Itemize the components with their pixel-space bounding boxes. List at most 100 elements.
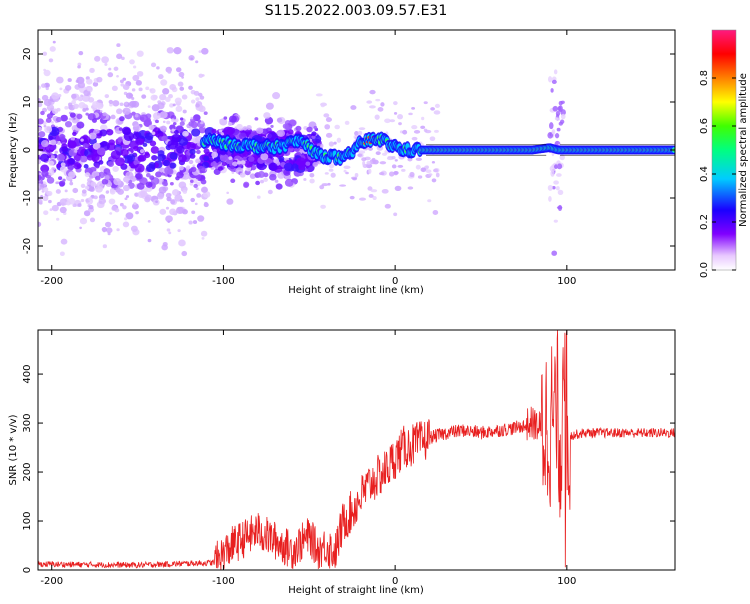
spectrogram-cell: [46, 190, 53, 197]
spectrogram-cell: [71, 93, 77, 99]
spectrogram-cell: [182, 130, 189, 137]
spectrogram-cell: [203, 111, 208, 115]
spectrogram-cell: [143, 120, 151, 127]
spectrogram-cell: [68, 158, 76, 165]
snr-y-label: SNR (10 * v/v): [8, 414, 19, 485]
spectrogram-cell: [198, 126, 207, 134]
spectrogram-cell: [188, 159, 194, 165]
spectrogram-cell: [196, 193, 202, 198]
spectrogram-cell: [144, 196, 151, 203]
spectrogram-cell: [401, 168, 406, 172]
spectrogram-cell: [77, 81, 86, 89]
spectrogram-y-tick-label: 10: [22, 96, 33, 109]
spectrogram-cell: [46, 176, 55, 184]
spectrogram-cell: [397, 164, 404, 168]
spectrogram-cell: [43, 69, 51, 77]
spectrogram-cell: [370, 189, 378, 193]
spectrogram-cell: [106, 129, 114, 136]
spectrogram-cell: [102, 244, 107, 249]
spectrogram-cell: [324, 124, 331, 130]
spectrogram-cell: [166, 47, 174, 54]
spectrogram-cell: [49, 46, 56, 52]
spectrogram-cell: [178, 137, 189, 146]
spectrogram-cell: [101, 56, 109, 64]
spectrogram-cell: [176, 145, 185, 154]
spectrogram-cell: [256, 127, 264, 134]
spectrogram-cell: [68, 171, 76, 179]
spectrogram-cell: [427, 199, 432, 203]
spectrogram-cell: [267, 189, 273, 195]
spectrogram-cell: [161, 244, 168, 251]
spectrogram-cell: [56, 163, 62, 168]
spectrogram-cell: [192, 220, 198, 224]
spectrogram-cell: [305, 161, 311, 166]
spectrogram-cell: [43, 68, 47, 72]
spectrogram-x-tick-label: -100: [212, 276, 235, 287]
spectrogram-cell: [369, 159, 377, 165]
spectrogram-cell: [92, 81, 99, 87]
spectrogram-cell: [272, 92, 281, 100]
spectrogram-cell: [368, 193, 374, 198]
spectrogram-cell: [73, 103, 79, 109]
spectrogram-cell: [379, 161, 387, 165]
spectrogram-cell: [166, 228, 171, 232]
spectrogram-cell: [361, 157, 367, 162]
spectrogram-cell: [260, 153, 269, 161]
spectrogram-cell: [354, 173, 359, 178]
spectrogram-cell: [181, 250, 188, 257]
spectrogram-cell: [178, 165, 184, 171]
spectrogram-cell: [388, 171, 395, 177]
spectrogram-cell: [164, 96, 171, 103]
spectrogram-cell: [174, 97, 182, 105]
spectrogram-cell: [389, 119, 396, 123]
spectrogram-cell: [277, 171, 285, 179]
spectrogram-cell: [155, 171, 162, 178]
spectrogram-cell: [99, 109, 103, 113]
spectrogram-cell: [230, 165, 235, 170]
spectrogram-cell: [59, 206, 67, 214]
spectrogram-cell: [43, 210, 49, 216]
spectrogram-cell: [107, 72, 114, 78]
spectrogram-cell: [378, 172, 385, 176]
spectrogram-cell: [46, 104, 55, 112]
spectrogram-cell: [132, 65, 137, 69]
spectrogram-cell: [189, 148, 196, 155]
spectrogram-cell: [80, 94, 84, 98]
spectrogram-cell: [179, 198, 184, 203]
spectrogram-cell: [552, 185, 556, 190]
spectrogram-x-tick-label: -200: [40, 276, 63, 287]
spectrogram-cell: [357, 153, 363, 157]
spectrogram-cell: [189, 179, 194, 183]
spectrogram-cell: [150, 146, 160, 154]
spectrogram-cell: [105, 190, 109, 194]
spectrogram-cell: [432, 209, 439, 216]
spectrogram-cell: [227, 121, 233, 126]
spectrogram-cell: [558, 100, 563, 106]
spectrogram-cell: [139, 149, 145, 154]
spectrogram-cell: [372, 195, 377, 201]
spectrogram-cell: [415, 164, 421, 170]
spectrogram-cell: [262, 128, 268, 134]
spectrogram-cell: [43, 187, 49, 192]
spectrogram-cell: [408, 112, 413, 116]
spectrogram-cell: [95, 164, 100, 169]
spectrogram-cell: [200, 179, 207, 185]
spectrogram-cell: [116, 53, 123, 60]
spectrogram-cell: [79, 226, 82, 230]
spectrogram-cell: [391, 164, 397, 169]
spectrogram-cell: [417, 175, 423, 179]
spectrogram-cell: [384, 118, 391, 124]
spectrogram-cell: [369, 89, 376, 95]
spectrogram-cell: [72, 187, 79, 194]
spectrogram-ridge: [199, 131, 675, 167]
spectrogram-cell: [344, 120, 350, 125]
spectrogram-cell: [145, 86, 150, 91]
spectrogram-cell: [325, 132, 333, 138]
spectrogram-cell: [132, 132, 140, 140]
spectrogram-cell: [333, 141, 337, 145]
spectrogram-cell: [146, 173, 151, 178]
spectrogram-cell: [287, 129, 294, 135]
spectrogram-cell: [257, 171, 266, 178]
spectrogram-cell: [94, 142, 101, 149]
spectrogram-cell: [169, 84, 177, 91]
